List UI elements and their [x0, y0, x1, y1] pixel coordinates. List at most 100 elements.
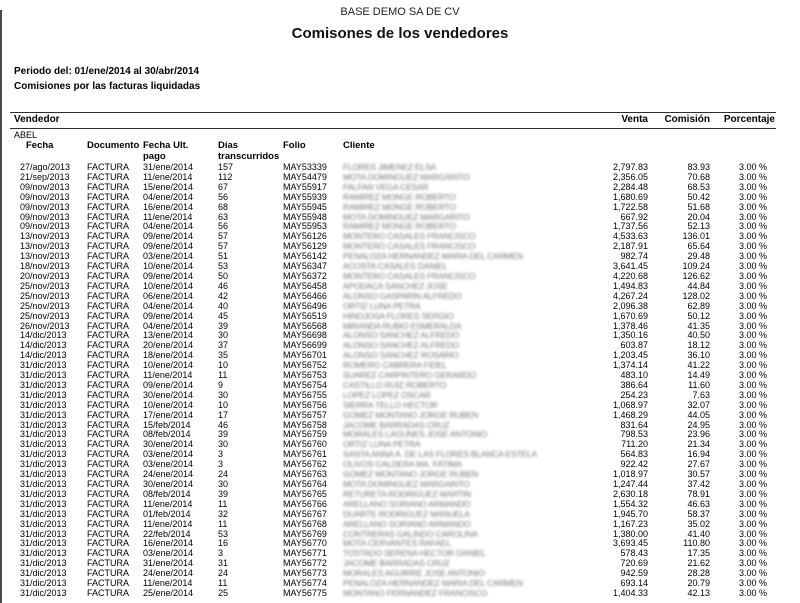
cell-venta: 982.74: [620, 252, 648, 262]
cell-porcentaje: 3.00 %: [738, 549, 767, 559]
cell-folio: MAY56752: [283, 361, 327, 371]
cell-documento: FACTURA: [87, 489, 130, 499]
cell-venta: 2,797.83: [612, 163, 648, 172]
cell-venta: 1,203.45: [612, 351, 648, 361]
table-row: 31/dic/2013 FACTURA 11/ene/2014 11 MAY56…: [0, 579, 800, 589]
cell-cliente-redacted: SIERRA TELLO HECTOR: [343, 400, 438, 410]
cell-fecha-ult-pago: 22/feb/2014: [143, 529, 191, 539]
cell-documento: FACTURA: [87, 410, 130, 420]
cell-fecha-ult-pago: 08/feb/2014: [143, 430, 191, 440]
column-header-comision: Comisión: [664, 114, 710, 125]
table-row: 21/sep/2013 FACTURA 11/ene/2014 112 MAY5…: [0, 173, 800, 183]
cell-venta: 1,737.56: [612, 222, 648, 232]
cell-fecha: 31/dic/2013: [20, 559, 67, 569]
cell-fecha: 21/sep/2013: [20, 172, 70, 182]
cell-porcentaje: 3.00 %: [738, 341, 767, 351]
cell-fecha: 25/nov/2013: [20, 301, 70, 311]
cell-folio: MAY54479: [283, 172, 327, 182]
cell-fecha: 31/dic/2013: [20, 450, 67, 460]
cell-comision: 29.48: [687, 252, 710, 262]
cell-dias-transcurridos: 3: [218, 450, 224, 460]
cell-venta: 922.42: [620, 460, 648, 470]
cell-porcentaje: 3.00 %: [738, 588, 767, 598]
cell-porcentaje: 3.00 %: [738, 331, 767, 341]
cell-folio: MAY53339: [283, 163, 327, 172]
table-row: 09/nov/2013 FACTURA 04/ene/2014 56 MAY55…: [0, 222, 800, 232]
spacer: [0, 391, 20, 401]
cell-dias-transcurridos: 53: [218, 262, 229, 272]
cell-cliente-redacted: MORALES AGUIRRE JOSE ANTONIO: [343, 569, 485, 579]
cell-dias-transcurridos: 37: [218, 341, 229, 351]
cell-venta: 693.14: [620, 579, 648, 589]
table-row: 31/dic/2013 FACTURA 30/ene/2014 30 MAY56…: [0, 440, 800, 450]
cell-porcentaje: 3.00 %: [738, 291, 767, 301]
cell-fecha-ult-pago: 15/feb/2014: [143, 420, 191, 430]
table-row: 25/nov/2013 FACTURA 09/ene/2014 45 MAY56…: [0, 312, 800, 322]
spacer: [0, 272, 20, 282]
cell-folio: MAY56757: [283, 410, 327, 420]
cell-venta: 2,187.91: [612, 242, 648, 252]
cell-folio: MAY56754: [283, 380, 327, 390]
table-row: 14/dic/2013 FACTURA 13/ene/2014 30 MAY56…: [0, 331, 800, 341]
cell-fecha-ult-pago: 03/ene/2014: [143, 450, 194, 460]
cell-cliente-redacted: MIRANDA RUBIO ESMERALDA: [343, 321, 462, 331]
cell-porcentaje: 3.00 %: [738, 559, 767, 569]
cell-venta: 3,641.45: [612, 262, 648, 272]
cell-fecha: 31/dic/2013: [20, 529, 67, 539]
cell-cliente-redacted: ARELLANO SORIANO ARMANDO: [343, 499, 471, 509]
cell-documento: FACTURA: [87, 232, 130, 242]
page-left-border: [0, 10, 2, 603]
cell-venta: 2,284.48: [612, 182, 648, 192]
cell-dias-transcurridos: 3: [218, 549, 224, 559]
table-row: 13/nov/2013 FACTURA 03/ene/2014 51 MAY56…: [0, 252, 800, 262]
cell-fecha-ult-pago: 25/ene/2014: [143, 588, 194, 598]
spacer: [0, 302, 20, 312]
cell-fecha: 18/nov/2013: [20, 262, 70, 272]
cell-documento: FACTURA: [87, 163, 130, 172]
cell-dias-transcurridos: 39: [218, 430, 229, 440]
cell-comision: 40.50: [687, 331, 710, 341]
cell-documento: FACTURA: [87, 222, 130, 232]
cell-venta: 578.43: [620, 549, 648, 559]
cell-cliente-redacted: GOMEZ MONTANO JORGE RUBEN: [343, 470, 479, 480]
cell-cliente-redacted: ALONSO SANCHEZ ALFREDO: [343, 341, 460, 351]
spacer: [0, 480, 20, 490]
spacer: [0, 450, 20, 460]
cell-folio: MAY56519: [283, 311, 327, 321]
vendor-header-row: Vendedor Venta Comisión Porcentaje: [0, 114, 800, 127]
cell-documento: FACTURA: [87, 182, 130, 192]
table-row: 31/dic/2013 FACTURA 03/ene/2014 3 MAY567…: [0, 450, 800, 460]
cell-documento: FACTURA: [87, 499, 130, 509]
cell-folio: MAY55917: [283, 182, 327, 192]
cell-cliente-redacted: HINOJOSA FLORES SERGIO: [343, 311, 454, 321]
cell-folio: MAY56568: [283, 321, 327, 331]
cell-venta: 942.59: [620, 569, 648, 579]
cell-fecha: 09/nov/2013: [20, 212, 70, 222]
cell-folio: MAY56698: [283, 331, 327, 341]
cell-fecha: 14/dic/2013: [20, 331, 67, 341]
cell-comision: 36.10: [687, 351, 710, 361]
cell-folio: MAY55945: [283, 202, 327, 212]
cell-comision: 18.12: [687, 341, 710, 351]
table-row: 31/dic/2013 FACTURA 30/ene/2014 30 MAY56…: [0, 480, 800, 490]
column-header-venta: Venta: [621, 114, 648, 125]
cell-cliente-redacted: MOTA DOMINGUEZ MARGARITO: [343, 212, 470, 222]
cell-porcentaje: 3.00 %: [738, 321, 767, 331]
cell-fecha-ult-pago: 30/ene/2014: [143, 440, 194, 450]
cell-comision: 50.42: [687, 192, 710, 202]
cell-cliente-redacted: ROMERO CABRERA FIDEL: [343, 361, 447, 371]
cell-fecha-ult-pago: 24/ene/2014: [143, 470, 194, 480]
cell-porcentaje: 3.00 %: [738, 509, 767, 519]
cell-fecha-ult-pago: 06/ene/2014: [143, 291, 194, 301]
cell-dias-transcurridos: 56: [218, 192, 229, 202]
cell-dias-transcurridos: 10: [218, 400, 229, 410]
table-row: 25/nov/2013 FACTURA 06/ene/2014 42 MAY56…: [0, 292, 800, 302]
cell-documento: FACTURA: [87, 480, 130, 489]
cell-porcentaje: 3.00 %: [738, 380, 767, 390]
table-row: 31/dic/2013 FACTURA 10/ene/2014 10 MAY56…: [0, 361, 800, 371]
cell-fecha-ult-pago: 11/ene/2014: [143, 371, 193, 381]
table-row: 09/nov/2013 FACTURA 15/ene/2014 67 MAY55…: [0, 183, 800, 193]
cell-venta: 1,374.14: [612, 361, 648, 371]
cell-dias-transcurridos: 67: [218, 182, 229, 192]
cell-cliente-redacted: MONTANO FERNANDEZ FRANCISCO: [343, 588, 488, 598]
